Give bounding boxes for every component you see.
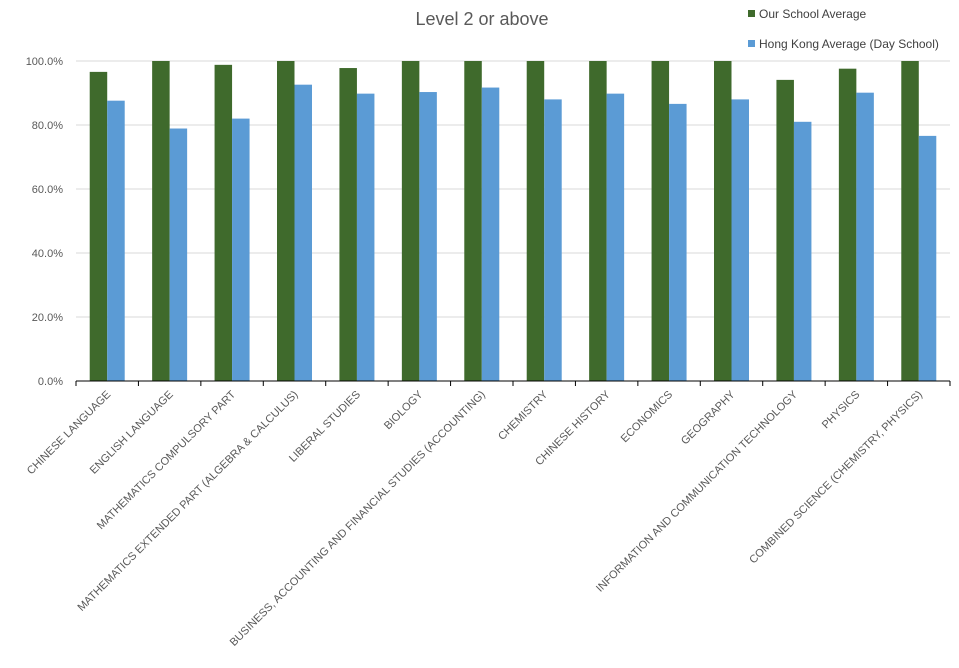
legend-label: Hong Kong Average (Day School) [759, 37, 939, 51]
bar-hk [481, 87, 500, 381]
bar-hk [731, 99, 749, 382]
chart-title: Level 2 or above [415, 9, 548, 29]
bar-hk [669, 103, 687, 381]
bar-school [401, 61, 420, 381]
bar-school [776, 79, 794, 381]
bar-hk [918, 135, 937, 381]
bar-school [464, 61, 482, 381]
bars [89, 61, 937, 382]
y-tick-label: 60.0% [32, 184, 63, 196]
category-label: CHEMISTRY [496, 388, 551, 443]
category-label: BIOLOGY [382, 388, 426, 432]
y-tick-label: 0.0% [38, 376, 63, 388]
y-tick-label: 20.0% [32, 312, 63, 324]
bar-school [277, 61, 295, 381]
legend-swatch [748, 40, 755, 47]
legend: Our School Average Hong Kong Average (Day… [748, 7, 939, 51]
bar-school [901, 61, 919, 381]
bar-school [589, 61, 607, 381]
bar-hk [356, 93, 375, 381]
x-axis [75, 380, 951, 386]
category-label: MATHEMATICS COMPULSORY PART [95, 388, 239, 532]
category-label: PHYSICS [820, 389, 863, 432]
bar-hk [169, 128, 188, 381]
bar-school [651, 61, 670, 381]
legend-label: Our School Average [759, 7, 867, 21]
bar-hk [294, 84, 312, 382]
bar-school [714, 61, 732, 381]
bar-hk [793, 121, 812, 382]
y-axis-ticks: 0.0% 20.0% 40.0% 60.0% 80.0% 100.0% [26, 56, 64, 388]
bar-school [838, 68, 857, 382]
y-tick-label: 100.0% [26, 56, 64, 68]
category-label: LIBERAL STUDIES [287, 389, 363, 465]
category-label: ECONOMICS [619, 389, 675, 445]
bar-hk [606, 93, 625, 381]
bar-hk [544, 99, 562, 382]
category-label: GEOGRAPHY [679, 388, 738, 447]
bar-hk [232, 118, 250, 381]
bar-school [89, 71, 108, 381]
y-tick-label: 80.0% [32, 120, 63, 132]
bar-hk [107, 100, 125, 382]
bar-school [526, 61, 545, 381]
bar-school [214, 64, 233, 381]
bar-hk [856, 92, 874, 382]
gridlines [76, 60, 950, 318]
bar-school [339, 68, 357, 381]
bar-hk [419, 92, 437, 381]
category-label: MATHEMATICS EXTENDED PART (ALGEBRA & CAL… [75, 389, 300, 614]
legend-swatch [748, 10, 755, 17]
y-tick-label: 40.0% [32, 248, 63, 260]
bar-school [152, 61, 170, 381]
